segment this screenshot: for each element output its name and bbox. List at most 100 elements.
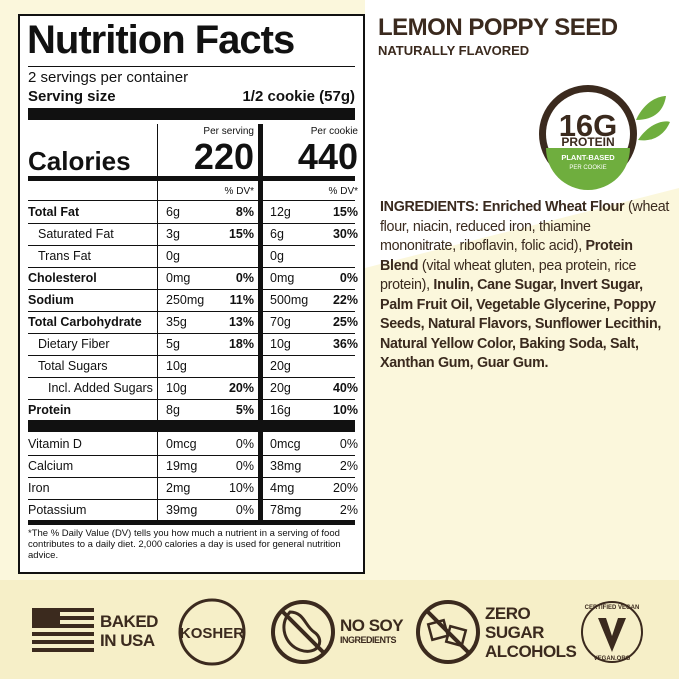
column-rule	[157, 124, 158, 521]
nutrient-name: Vitamin D	[28, 437, 82, 451]
rule	[28, 222, 355, 224]
feature-line: ALCOHOLS	[485, 642, 577, 661]
daily-value: 11%	[229, 293, 254, 307]
rule	[28, 520, 355, 525]
amount: 10g	[270, 337, 291, 351]
daily-value: 10%	[228, 481, 254, 495]
vegan-url: VEGAN.ORG	[594, 656, 631, 662]
amount: 19mg	[166, 459, 198, 473]
ingredient-segment: Protein Blend	[380, 238, 633, 274]
daily-value: 0%	[235, 437, 254, 451]
product-name: LEMON POPPY SEED	[378, 14, 618, 41]
amount: 39mg	[166, 503, 198, 517]
nutrient-name: Total Sugars	[38, 359, 108, 373]
calories-label: Calories	[28, 146, 131, 176]
daily-value: 25%	[332, 315, 358, 329]
rule	[28, 66, 355, 67]
ingredient-segment: INGREDIENTS: Enriched Wheat Flour	[380, 199, 625, 215]
nutrient-name: Calcium	[28, 459, 74, 473]
daily-value: 2%	[339, 459, 358, 473]
daily-value: 0%	[339, 437, 358, 451]
feature-line: ZERO	[485, 604, 531, 623]
amount: 35g	[166, 315, 187, 329]
dv-header: % DV*	[224, 186, 254, 197]
daily-value: 15%	[228, 227, 254, 241]
rule	[28, 398, 355, 400]
nutrient-name: Protein	[28, 403, 72, 417]
daily-value: 18%	[228, 337, 254, 351]
amount: 12g	[270, 205, 291, 219]
nutrient-name: Incl. Added Sugars	[48, 381, 153, 395]
amount: 70g	[270, 315, 291, 329]
nutrition-label: Nutrition Facts 2 servings per container S…	[18, 14, 365, 574]
feature-line: BAKED	[100, 612, 158, 631]
daily-value: 0%	[339, 271, 358, 285]
amount: 78mg	[270, 503, 302, 517]
daily-value: 15%	[332, 205, 358, 219]
ingredients: INGREDIENTS: Enriched Wheat Flour (wheat…	[380, 198, 670, 374]
rule	[28, 420, 355, 432]
daily-value: 22%	[332, 293, 358, 307]
amount: 38mg	[270, 459, 302, 473]
feature-usa: BAKED IN USA	[100, 612, 158, 650]
amount: 0mg	[270, 271, 295, 285]
feature-line: IN USA	[100, 631, 155, 650]
daily-value: 2%	[339, 503, 358, 517]
nutrient-name: Potassium	[28, 503, 87, 517]
badge-line1: PLANT-BASED	[561, 153, 615, 162]
amount: 20g	[270, 381, 291, 395]
ingredient-segment: (vital wheat gluten, pea protein, rice p…	[380, 257, 637, 294]
rule	[28, 454, 355, 456]
rule	[28, 310, 355, 312]
amount: 5g	[166, 337, 180, 351]
feature-line: INGREDIENTS	[340, 635, 397, 645]
amount: 250mg	[166, 293, 205, 307]
footnote: *The % Daily Value (DV) tells you how mu…	[28, 528, 341, 561]
amount: 4mg	[270, 481, 295, 495]
rule	[28, 376, 355, 378]
daily-value: 20%	[228, 381, 254, 395]
nutrient-name: Total Fat	[28, 205, 80, 219]
rule	[28, 288, 355, 290]
kosher-text: KOSHER	[180, 625, 244, 642]
daily-value: 30%	[332, 227, 358, 241]
daily-value: 8%	[235, 205, 254, 219]
nutrient-name: Trans Fat	[38, 249, 92, 263]
calories-value: 220	[193, 136, 254, 177]
nutrient-name: Iron	[28, 481, 50, 495]
amount: 10g	[166, 381, 187, 395]
amount: 6g	[270, 227, 284, 241]
column-header: Per serving	[203, 126, 254, 137]
amount: 3g	[166, 227, 180, 241]
daily-value: 36%	[332, 337, 358, 351]
feature-sugar: ZERO SUGAR ALCOHOLS	[485, 604, 577, 661]
feature-soy: NO SOY INGREDIENTS	[340, 616, 404, 646]
daily-value: 40%	[332, 381, 358, 395]
daily-value: 0%	[235, 503, 254, 517]
daily-value: 20%	[332, 481, 358, 495]
rule	[28, 498, 355, 500]
daily-value: 0%	[235, 271, 254, 285]
rule	[28, 244, 355, 246]
serving-size-label: Serving size	[28, 88, 116, 105]
amount: 500mg	[270, 293, 309, 307]
servings: 2 servings per container	[28, 69, 189, 86]
nutrient-name: Sodium	[28, 293, 74, 307]
amount: 0mcg	[166, 437, 197, 451]
nutrient-name: Saturated Fat	[38, 227, 114, 241]
daily-value: 10%	[332, 403, 358, 417]
rule	[28, 266, 355, 268]
feature-line: NO SOY	[340, 616, 404, 635]
amount: 20g	[270, 359, 291, 373]
daily-value: 13%	[228, 315, 254, 329]
feature-line: SUGAR	[485, 623, 544, 642]
ingredient-segment: (wheat flour, niacin, reduced iron, thia…	[380, 199, 670, 254]
nutrient-name: Dietary Fiber	[38, 337, 110, 351]
nutrient-name: Cholesterol	[28, 271, 97, 285]
column-header: Per cookie	[310, 126, 358, 137]
calories-value: 440	[297, 136, 358, 177]
badge-amount: 16G	[559, 108, 618, 143]
rule	[28, 176, 355, 181]
ingredient-segment: Inulin, Cane Sugar, Invert Sugar, Palm F…	[380, 277, 662, 371]
